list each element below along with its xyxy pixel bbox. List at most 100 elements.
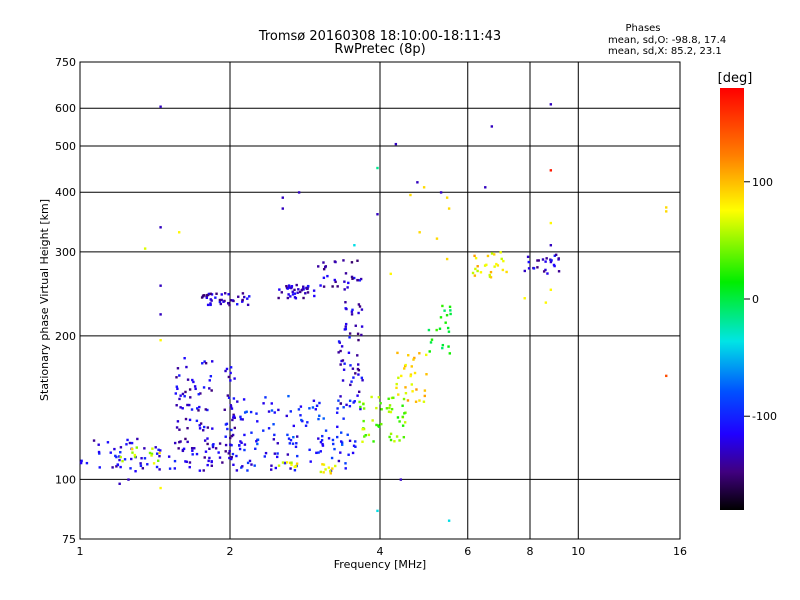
data-point bbox=[311, 406, 315, 409]
data-point bbox=[214, 447, 218, 450]
data-point bbox=[211, 360, 214, 363]
data-point bbox=[476, 265, 479, 268]
data-point bbox=[243, 295, 246, 299]
data-point bbox=[537, 259, 540, 262]
data-point bbox=[371, 419, 374, 422]
grid-lines bbox=[80, 62, 680, 539]
data-point bbox=[185, 460, 188, 464]
data-point bbox=[342, 406, 345, 409]
data-point bbox=[256, 420, 259, 423]
data-point bbox=[222, 300, 225, 303]
data-point bbox=[348, 404, 352, 408]
data-point bbox=[240, 466, 243, 469]
data-point bbox=[226, 394, 230, 397]
data-point bbox=[389, 272, 392, 276]
data-point bbox=[409, 374, 412, 378]
data-point bbox=[377, 396, 381, 399]
data-point bbox=[85, 461, 89, 465]
data-point bbox=[357, 338, 360, 342]
data-point bbox=[362, 419, 365, 423]
data-point bbox=[344, 272, 348, 275]
data-point bbox=[296, 435, 299, 438]
data-point bbox=[233, 416, 236, 419]
data-point bbox=[277, 408, 280, 412]
data-point bbox=[324, 468, 327, 471]
data-point bbox=[293, 296, 297, 299]
data-point bbox=[202, 425, 206, 429]
data-point bbox=[114, 454, 117, 458]
data-point bbox=[189, 396, 192, 399]
data-point bbox=[210, 293, 214, 296]
data-point bbox=[302, 286, 305, 290]
data-point bbox=[427, 328, 431, 332]
data-point bbox=[240, 441, 243, 444]
y-tick-labels: 75 100 200 300 400 500 600 750 bbox=[55, 56, 76, 546]
data-point bbox=[350, 313, 354, 316]
data-point bbox=[439, 316, 443, 319]
data-point bbox=[297, 191, 301, 194]
data-point bbox=[348, 336, 351, 339]
data-point bbox=[118, 458, 121, 462]
data-point bbox=[272, 423, 275, 426]
data-point bbox=[295, 442, 298, 445]
data-point bbox=[402, 435, 406, 439]
data-point bbox=[118, 482, 121, 485]
data-point bbox=[536, 259, 539, 262]
data-point bbox=[155, 452, 159, 455]
data-point bbox=[128, 441, 132, 445]
data-point bbox=[205, 296, 209, 300]
data-point bbox=[126, 438, 129, 442]
data-point bbox=[255, 440, 258, 443]
data-point bbox=[267, 410, 271, 413]
data-point bbox=[322, 276, 326, 280]
data-point bbox=[493, 265, 496, 268]
data-point bbox=[230, 456, 233, 459]
data-point bbox=[186, 426, 189, 430]
data-point bbox=[292, 435, 295, 439]
data-point bbox=[207, 292, 211, 296]
data-point bbox=[291, 290, 294, 294]
data-point bbox=[337, 340, 341, 343]
data-point bbox=[389, 432, 393, 436]
data-point bbox=[186, 440, 189, 444]
data-point bbox=[367, 433, 371, 437]
data-point bbox=[218, 298, 222, 302]
data-point bbox=[211, 445, 215, 449]
data-point bbox=[290, 285, 294, 288]
data-point bbox=[448, 352, 452, 355]
data-point bbox=[206, 293, 209, 297]
data-point bbox=[191, 449, 194, 452]
data-point bbox=[379, 402, 382, 405]
data-point bbox=[400, 374, 403, 378]
data-point bbox=[446, 326, 450, 330]
data-point bbox=[401, 424, 405, 427]
data-point bbox=[79, 461, 83, 465]
data-point bbox=[133, 453, 137, 457]
data-point bbox=[133, 455, 137, 458]
data-point bbox=[544, 301, 548, 304]
data-point bbox=[209, 292, 212, 295]
data-point bbox=[262, 429, 265, 432]
data-point bbox=[195, 452, 199, 456]
data-point bbox=[317, 437, 320, 440]
data-point bbox=[340, 345, 344, 348]
data-point bbox=[287, 437, 291, 440]
data-point bbox=[363, 435, 366, 438]
data-point bbox=[344, 325, 347, 328]
data-point bbox=[229, 366, 233, 369]
data-point bbox=[188, 418, 192, 422]
data-point bbox=[159, 313, 162, 316]
data-point bbox=[143, 447, 146, 450]
data-point bbox=[356, 332, 360, 335]
x-tick-label: 2 bbox=[227, 545, 234, 558]
data-point bbox=[448, 305, 452, 309]
data-point bbox=[175, 376, 178, 379]
data-point bbox=[157, 448, 160, 451]
data-point bbox=[223, 408, 226, 411]
data-point bbox=[396, 351, 399, 355]
data-point bbox=[199, 392, 202, 395]
data-point bbox=[156, 459, 160, 462]
data-point bbox=[341, 359, 345, 362]
stats-line-o: mean, sd,O: -98.8, 17.4 bbox=[608, 35, 726, 46]
data-point bbox=[557, 258, 560, 261]
